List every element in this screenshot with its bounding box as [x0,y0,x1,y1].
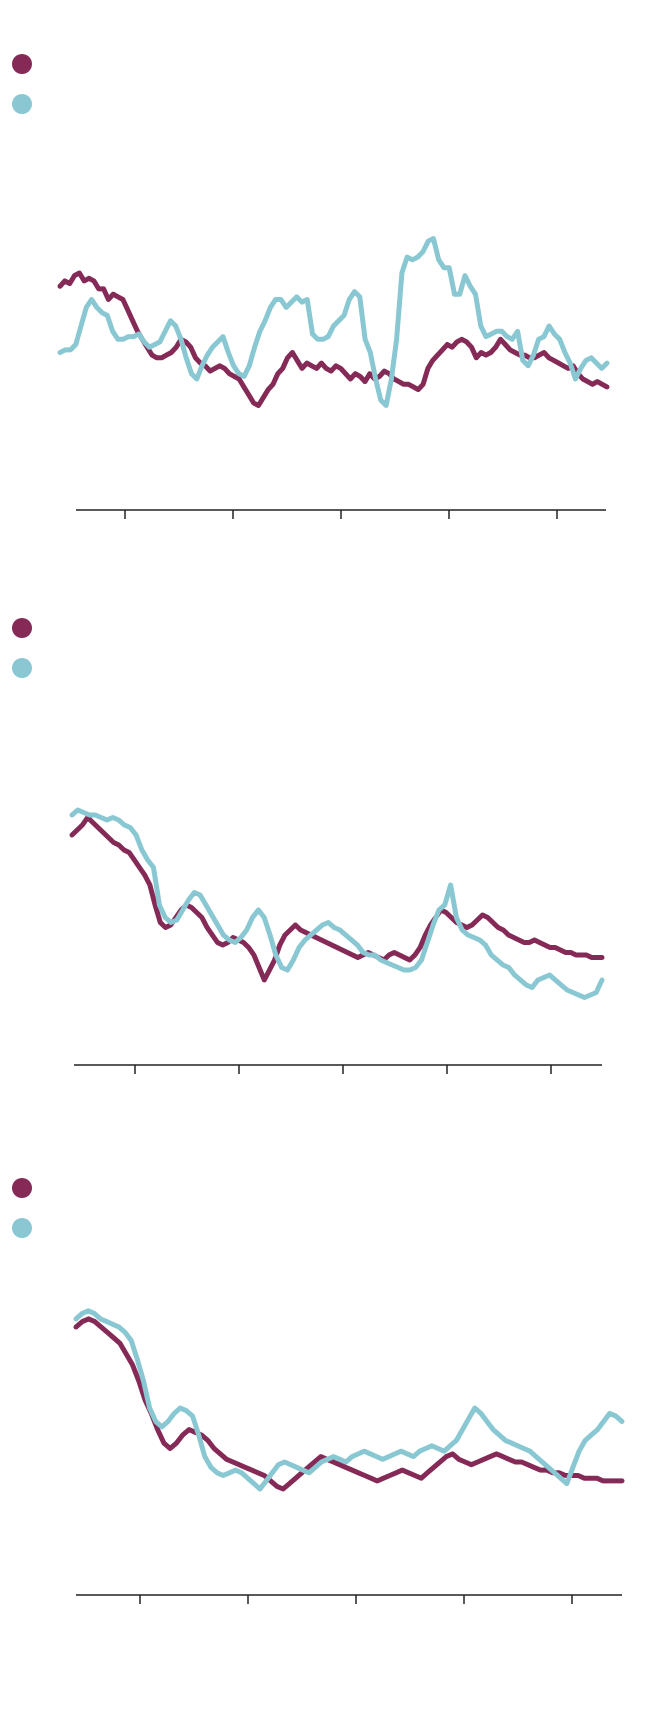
line-chart-2 [69,807,605,1074]
series-line-a [73,1316,625,1492]
legend-item-series-b [12,1218,32,1238]
line-chart-3 [73,1308,625,1604]
legend-swatch-series-a [12,618,32,638]
legend-swatch-series-a [12,54,32,74]
legend-item-series-a [12,618,32,638]
legend-swatch-series-b [12,658,32,678]
legend-item-series-b [12,658,32,678]
line-chart-1 [57,236,610,519]
legend-item-series-a [12,1178,32,1198]
series-line-b [57,236,610,408]
series-line-a [69,815,605,983]
legend-swatch-series-b [12,94,32,114]
series-line-a [57,270,610,408]
series-line-b [69,807,605,1000]
legend-swatch-series-a [12,1178,32,1198]
series-line-b [73,1308,625,1492]
legend-item-series-a [12,54,32,74]
legend-swatch-series-b [12,1218,32,1238]
legend-item-series-b [12,94,32,114]
